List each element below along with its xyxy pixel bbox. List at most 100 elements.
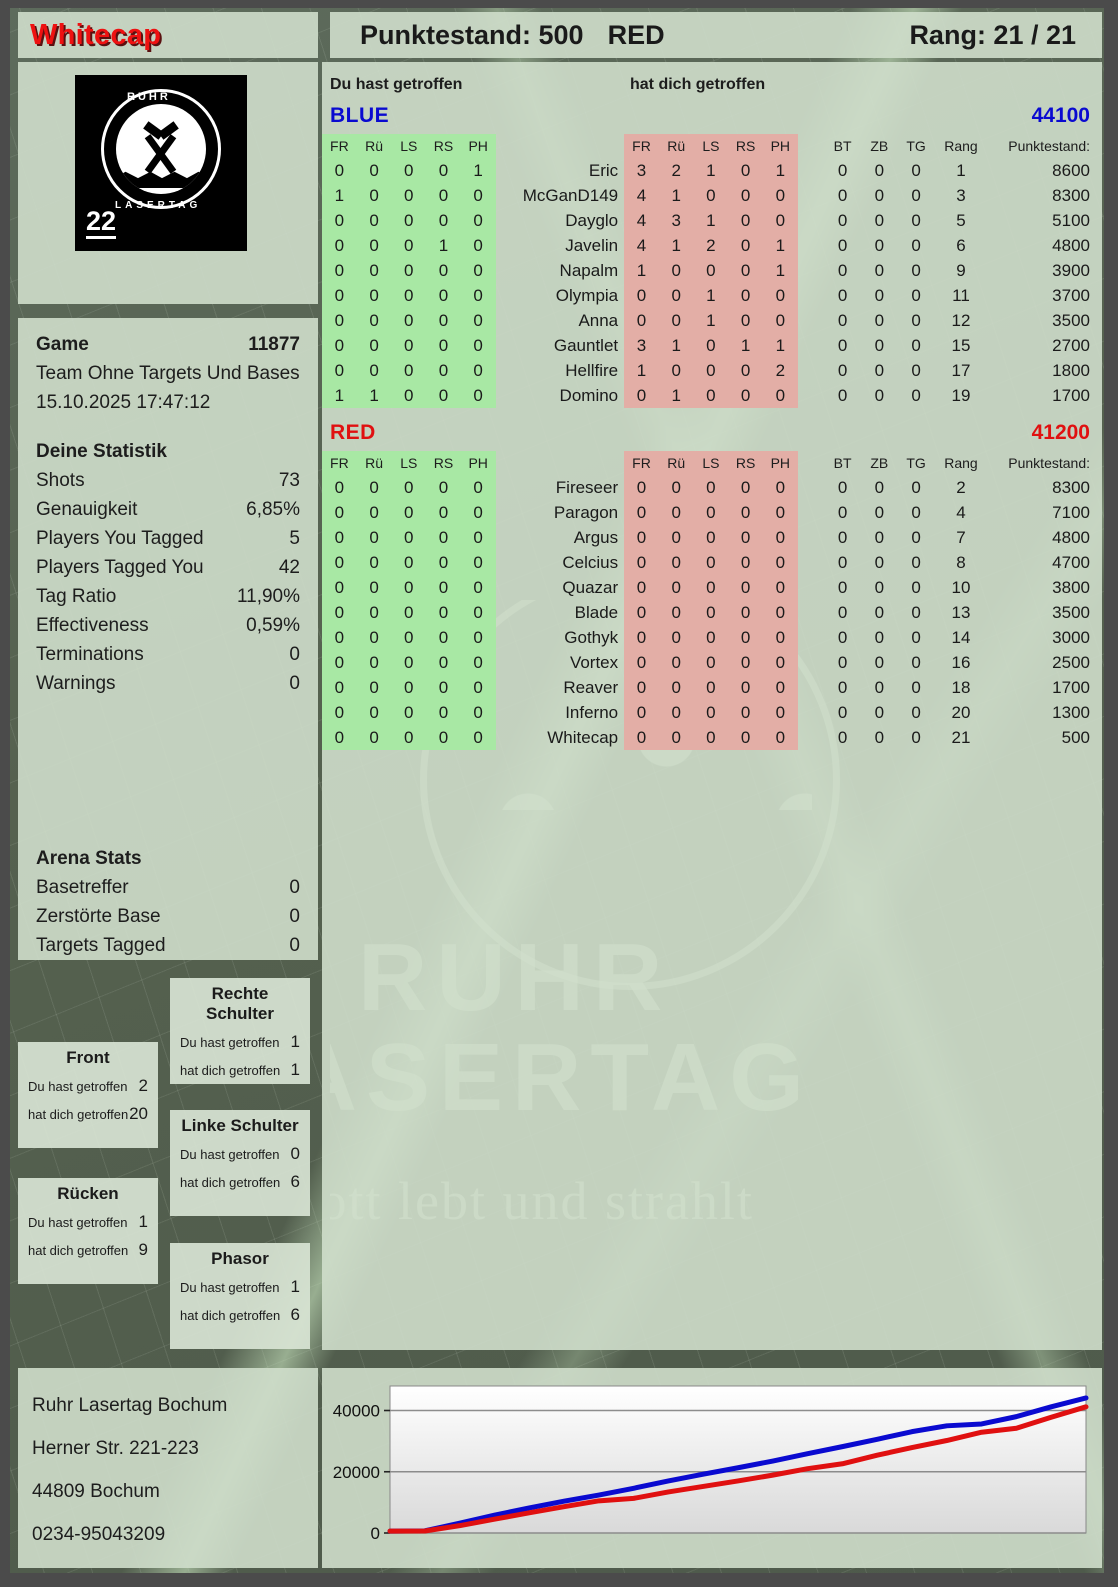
cell-you-Rü: 0 bbox=[356, 333, 392, 358]
personal-stat-label: Genauigkeit bbox=[36, 499, 138, 520]
window-frame-left bbox=[0, 0, 10, 1587]
chart-line-red bbox=[387, 1404, 1089, 1534]
cell-them-PH: 1 bbox=[762, 158, 798, 183]
table-row[interactable]: 0 0 0 0 0 Napalm 1 0 0 0 1 0 0 0 9 3900 bbox=[322, 258, 1102, 283]
cell-player-name: Gauntlet bbox=[553, 335, 619, 355]
cell-you-FR: 0 bbox=[322, 283, 357, 308]
cell-them-RS: 0 bbox=[728, 158, 763, 183]
personal-stat-row: Warnings 0 bbox=[36, 669, 300, 698]
table-row[interactable]: 0 0 0 0 0 Fireseer 0 0 0 0 0 0 0 0 2 8300 bbox=[322, 475, 1102, 500]
cell-you-FR: 0 bbox=[322, 333, 357, 358]
table-row[interactable]: 0 0 0 0 0 Blade 0 0 0 0 0 0 0 0 13 3500 bbox=[322, 600, 1102, 625]
col-header-BT: BT bbox=[833, 455, 852, 471]
table-row[interactable]: 0 0 0 0 0 Inferno 0 0 0 0 0 0 0 0 20 1300 bbox=[322, 700, 1102, 725]
cell-you-RS: 0 bbox=[426, 208, 461, 233]
hit-zone-you-hit-label: Du hast getroffen bbox=[28, 1215, 128, 1230]
table-row[interactable]: 0 0 0 0 0 Gauntlet 3 1 0 1 1 0 0 0 15 2700 bbox=[322, 333, 1102, 358]
cell-them-LS: 0 bbox=[693, 650, 729, 675]
cell-you-Rü: 0 bbox=[356, 183, 392, 208]
cell-player-name: Whitecap bbox=[547, 727, 619, 747]
team-name-red: RED bbox=[330, 421, 376, 444]
table-row[interactable]: 0 0 0 1 0 Javelin 4 1 2 0 1 0 0 0 6 4800 bbox=[322, 233, 1102, 258]
cell-them-RS: 0 bbox=[728, 208, 763, 233]
table-row[interactable]: 0 0 0 0 0 Reaver 0 0 0 0 0 0 0 0 18 1700 bbox=[322, 675, 1102, 700]
cell-them-LS: 0 bbox=[693, 333, 729, 358]
cell-rang: 12 bbox=[951, 310, 971, 330]
cell-them-RS: 0 bbox=[728, 475, 763, 500]
personal-stat-value: 6,85% bbox=[246, 499, 300, 520]
personal-stat-value: 0 bbox=[289, 673, 300, 694]
table-row[interactable]: 0 0 0 0 0 Celcius 0 0 0 0 0 0 0 0 8 4700 bbox=[322, 550, 1102, 575]
cell-them-FR: 0 bbox=[624, 650, 659, 675]
personal-stat-row: Terminations 0 bbox=[36, 640, 300, 669]
col-header-you-Rü: Rü bbox=[356, 451, 392, 475]
table-row[interactable]: 1 1 0 0 0 Domino 0 1 0 0 0 0 0 0 19 1700 bbox=[322, 383, 1102, 408]
table-row[interactable]: 0 0 0 0 0 Paragon 0 0 0 0 0 0 0 0 4 7100 bbox=[322, 500, 1102, 525]
table-row[interactable]: 0 0 0 0 0 Quazar 0 0 0 0 0 0 0 0 10 3800 bbox=[322, 575, 1102, 600]
cell-them-PH: 0 bbox=[762, 700, 798, 725]
hit-zone-title: Phasor bbox=[211, 1249, 269, 1268]
cell-them-RS: 0 bbox=[728, 725, 763, 750]
hit-zone-hit-you-value: 1 bbox=[290, 1060, 300, 1079]
table-row[interactable]: 0 0 0 0 0 Hellfire 1 0 0 0 2 0 0 0 17 1800 bbox=[322, 358, 1102, 383]
cell-you-LS: 0 bbox=[391, 575, 427, 600]
hit-zone-you-hit-value: 1 bbox=[138, 1212, 148, 1231]
table-row[interactable]: 0 0 0 0 0 Olympia 0 0 1 0 0 0 0 0 11 3700 bbox=[322, 283, 1102, 308]
cell-them-LS: 0 bbox=[693, 700, 729, 725]
logo-disc bbox=[116, 104, 206, 194]
cell-them-FR: 3 bbox=[624, 333, 659, 358]
cell-you-Rü: 0 bbox=[356, 158, 392, 183]
cell-you-PH: 0 bbox=[460, 283, 496, 308]
address-line-1: Ruhr Lasertag Bochum bbox=[32, 1395, 228, 1416]
cell-you-RS: 0 bbox=[426, 283, 461, 308]
stats-panel: Game 11877 Team Ohne Targets Und Bases 1… bbox=[18, 318, 318, 960]
cell-rang: 5 bbox=[956, 210, 966, 230]
cell-points: 3900 bbox=[1052, 260, 1090, 280]
cell-points: 500 bbox=[1061, 727, 1090, 747]
table-row[interactable]: 0 0 0 0 0 Dayglo 4 3 1 0 0 0 0 0 5 5100 bbox=[322, 208, 1102, 233]
cell-pad bbox=[798, 600, 825, 625]
chart-plot-area bbox=[389, 1385, 1087, 1534]
cell-them-RS: 0 bbox=[728, 525, 763, 550]
cell-you-LS: 0 bbox=[391, 283, 427, 308]
cell-them-LS: 0 bbox=[693, 183, 729, 208]
hit-zone-hit-you-row: hat dich getroffen 1 bbox=[180, 1060, 300, 1080]
cell-you-RS: 0 bbox=[426, 525, 461, 550]
cell-you-LS: 0 bbox=[391, 675, 427, 700]
cell-them-RS: 0 bbox=[728, 183, 763, 208]
cell-TG: 0 bbox=[911, 210, 921, 230]
cell-you-PH: 0 bbox=[460, 333, 496, 358]
personal-stat-label: Players You Tagged bbox=[36, 528, 204, 549]
cell-TG: 0 bbox=[911, 385, 921, 405]
cell-points: 1700 bbox=[1052, 385, 1090, 405]
table-row[interactable]: 0 0 0 0 0 Gothyk 0 0 0 0 0 0 0 0 14 3000 bbox=[322, 625, 1102, 650]
table-row[interactable]: 0 0 0 0 0 Whitecap 0 0 0 0 0 0 0 0 21 500 bbox=[322, 725, 1102, 750]
cell-you-PH: 0 bbox=[460, 550, 496, 575]
cell-them-Rü: 1 bbox=[658, 233, 694, 258]
cell-BT: 0 bbox=[837, 602, 848, 622]
cell-pad bbox=[798, 333, 825, 358]
cell-rang: 19 bbox=[951, 385, 971, 405]
cell-BT: 0 bbox=[837, 627, 848, 647]
cell-them-RS: 0 bbox=[728, 258, 763, 283]
cell-rang: 15 bbox=[951, 335, 971, 355]
cell-you-FR: 0 bbox=[322, 158, 357, 183]
personal-stat-value: 0 bbox=[289, 644, 300, 665]
cell-them-RS: 0 bbox=[728, 358, 763, 383]
personal-stat-value: 11,90% bbox=[236, 586, 300, 607]
table-row[interactable]: 0 0 0 0 0 Argus 0 0 0 0 0 0 0 0 7 4800 bbox=[322, 525, 1102, 550]
table-row[interactable]: 0 0 0 0 1 Eric 3 2 1 0 1 0 0 0 1 8600 bbox=[322, 158, 1102, 183]
col-header-TG: TG bbox=[906, 138, 926, 154]
cell-them-RS: 0 bbox=[728, 500, 763, 525]
table-row[interactable]: 0 0 0 0 0 Anna 0 0 1 0 0 0 0 0 12 3500 bbox=[322, 308, 1102, 333]
scoreboard-table: FR Rü LS RS PH FR Rü LS RS PH BT ZB TG Rang Punktestan… bbox=[322, 451, 1102, 750]
table-row[interactable]: 0 0 0 0 0 Vortex 0 0 0 0 0 0 0 0 16 2500 bbox=[322, 650, 1102, 675]
cell-TG: 0 bbox=[911, 260, 921, 280]
cell-them-FR: 0 bbox=[624, 475, 659, 500]
cell-rang: 4 bbox=[956, 502, 966, 522]
cell-you-RS: 0 bbox=[426, 158, 461, 183]
cell-them-LS: 1 bbox=[693, 158, 729, 183]
title-bar: Punktestand: 500 RED Rang: 21 / 21 bbox=[330, 12, 1102, 58]
cell-player-name: Quazar bbox=[562, 577, 619, 597]
table-row[interactable]: 1 0 0 0 0 McGanD149 4 1 0 0 0 0 0 0 3 8300 bbox=[322, 183, 1102, 208]
